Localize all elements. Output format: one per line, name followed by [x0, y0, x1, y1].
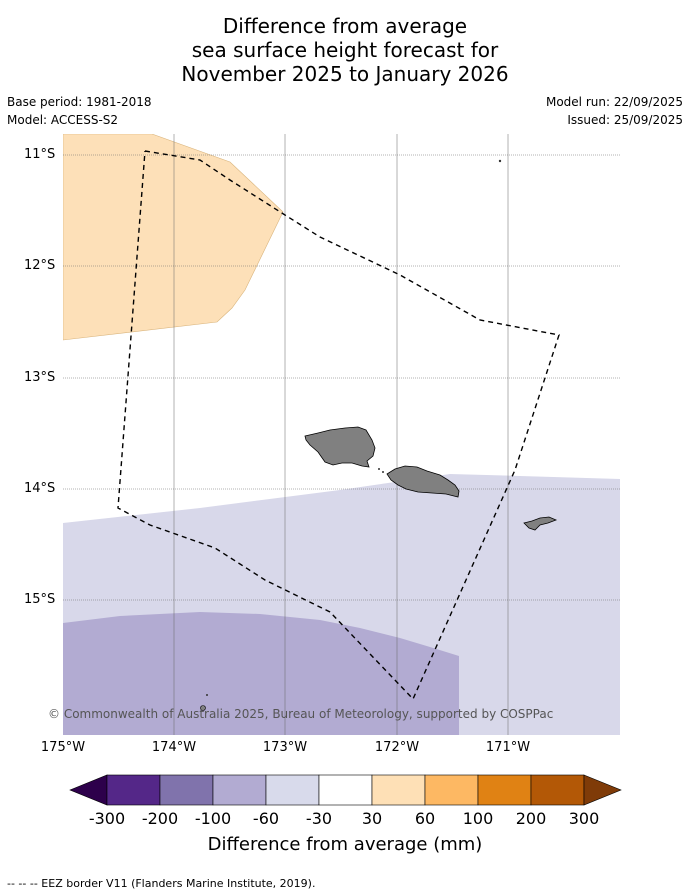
anomaly-positive-region	[63, 134, 284, 341]
copyright-notice: © Commonwealth of Australia 2025, Bureau…	[48, 707, 554, 721]
model-name: Model: ACCESS-S2	[7, 113, 119, 127]
colorbar-tick: 300	[568, 809, 600, 828]
colorbar-segment	[530, 774, 585, 806]
colorbar-segment	[424, 774, 479, 806]
colorbar-segment	[159, 774, 214, 806]
graticule	[63, 134, 620, 735]
lon-label-174w: 174°W	[151, 740, 197, 755]
tutuila-island	[523, 516, 558, 531]
colorbar-tick: -200	[141, 809, 179, 828]
colorbar-segment	[318, 774, 373, 806]
issued-date: Issued: 25/09/2025	[567, 113, 683, 127]
manono-islet	[382, 471, 384, 473]
lat-label-15s: 15°S	[24, 592, 56, 607]
small-islet-north	[498, 159, 502, 163]
lat-label-14s: 14°S	[24, 481, 56, 496]
colorbar-segment	[265, 774, 320, 806]
title-line-1: Difference from average	[222, 14, 468, 38]
colorbar-tick: 30	[361, 809, 383, 828]
small-islet-south-2	[206, 694, 208, 696]
colorbar-segment	[477, 774, 532, 806]
colorbar-tick: -30	[305, 809, 333, 828]
colorbar-tick: -100	[194, 809, 232, 828]
lat-label-13s: 13°S	[24, 370, 56, 385]
colorbar-segment	[212, 774, 267, 806]
colorbar-title: Difference from average (mm)	[207, 834, 483, 855]
colorbar	[69, 774, 622, 806]
lat-label-11s: 11°S	[24, 147, 56, 162]
colorbar-tick: -60	[252, 809, 280, 828]
colorbar-tick: -300	[88, 809, 126, 828]
base-period: Base period: 1981-2018	[7, 95, 152, 109]
colorbar-tick: 60	[414, 809, 436, 828]
lon-label-172w: 172°W	[374, 740, 420, 755]
eez-border	[117, 150, 560, 701]
small-islet-south	[200, 705, 206, 711]
colorbar-low-extension	[69, 774, 108, 806]
lon-label-175w: 175°W	[40, 740, 86, 755]
model-run-date: Model run: 22/09/2025	[545, 95, 683, 109]
chart-title: Difference from average sea surface heig…	[0, 14, 690, 86]
savaii-island	[304, 426, 376, 468]
colorbar-segment	[106, 774, 161, 806]
lon-label-173w: 173°W	[262, 740, 308, 755]
title-line-2: sea surface height forecast for	[191, 38, 499, 62]
upolu-island	[386, 465, 460, 498]
apolima-islet	[378, 468, 380, 470]
eez-footnote: -- -- -- EEZ border V11 (Flanders Marine…	[7, 877, 316, 890]
lat-label-12s: 12°S	[24, 258, 56, 273]
colorbar-segment	[371, 774, 426, 806]
colorbar-tick: 100	[462, 809, 494, 828]
lon-label-171w: 171°W	[485, 740, 531, 755]
colorbar-high-extension	[583, 774, 622, 806]
colorbar-tick: 200	[515, 809, 547, 828]
title-line-3: November 2025 to January 2026	[181, 62, 509, 86]
